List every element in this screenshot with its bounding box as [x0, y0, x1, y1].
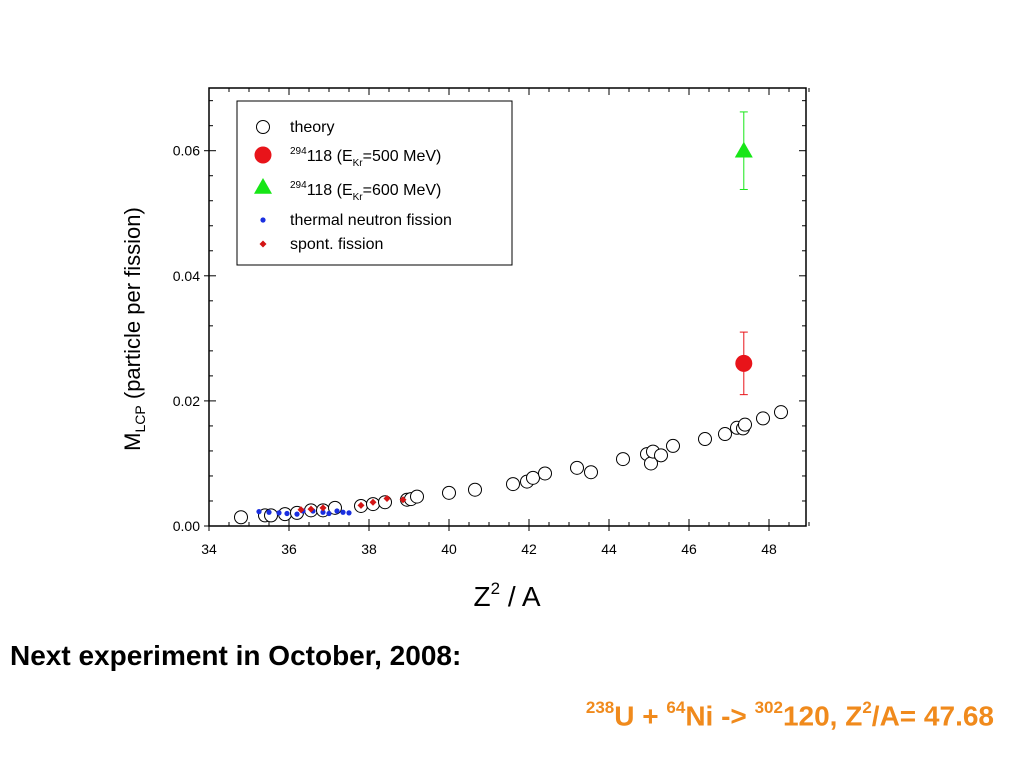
data-point-theory: [698, 432, 712, 447]
data-point-thermal: [256, 509, 262, 515]
data-point-thermal: [284, 510, 290, 517]
data-point-spont: [369, 498, 377, 506]
data-point-spont: [399, 496, 407, 504]
legend-spont: spont. fission: [290, 236, 383, 253]
data-point-theory: [526, 470, 540, 485]
data-point-spont: [307, 505, 315, 513]
legend-markers: [254, 120, 272, 248]
data-point-spont: [297, 506, 305, 514]
data-point-theory: [442, 485, 456, 500]
x-tick-label: 44: [601, 541, 617, 557]
z-power: 2: [862, 698, 872, 717]
data-point-thermal: [326, 510, 332, 517]
data-point-thermal: [266, 509, 272, 515]
tick-labels: 34 36 38 40 42 44 46 48 0.00 0.02 0.04 0.06: [173, 143, 777, 557]
y-tick-label: 0.02: [173, 393, 200, 409]
z2a-value: /A= 47.68: [871, 700, 994, 732]
data-point-thermal: [276, 510, 282, 516]
data-point-theory: [756, 411, 770, 426]
data-point-theory: [506, 477, 520, 492]
legend-marker-e500: [254, 146, 272, 164]
u-symbol: U +: [614, 700, 667, 732]
data-point-theory: [774, 405, 788, 420]
data-point-thermal: [340, 509, 346, 515]
data-point-thermal: [334, 508, 340, 514]
data-point-theory: [234, 510, 248, 525]
data-point-e500: [735, 354, 753, 372]
x-tick-label: 34: [201, 541, 217, 557]
product-text: 120, Z: [782, 700, 863, 732]
legend-box: [236, 100, 513, 266]
x-tick-label: 36: [281, 541, 297, 557]
y-tick-label: 0.04: [173, 268, 200, 284]
chart: 34 36 38 40 42 44 46 48 0.00 0.02 0.04 0.06 MLCP (p…: [120, 87, 810, 612]
y-tick-label: 0.00: [173, 518, 200, 534]
data-point-theory: [584, 465, 598, 480]
legend-e500: 294118 (EKr=500 MeV): [290, 146, 441, 169]
x-tick-label: 38: [361, 541, 377, 557]
x-tick-label: 48: [761, 541, 777, 557]
data-point-spont: [357, 501, 365, 509]
legend-marker-e600: [254, 178, 272, 194]
y-tick-label: 0.06: [173, 143, 200, 159]
x-tick-label: 42: [521, 541, 537, 557]
data-point-theory: [616, 452, 630, 467]
data-point-thermal: [346, 510, 352, 516]
data-point-theory: [718, 427, 732, 442]
x-tick-label: 46: [681, 541, 697, 557]
legend-marker-thermal: [260, 217, 266, 223]
data-point-theory: [738, 417, 752, 432]
data-point-thermal: [320, 509, 326, 515]
data-point-spont: [383, 494, 391, 502]
x-tick-label: 40: [441, 541, 457, 557]
product-mass: 302: [754, 698, 783, 717]
data-point-theory: [410, 489, 424, 504]
headline: Next experiment in October, 2008:: [10, 640, 462, 671]
legend-marker-spont: [259, 240, 267, 248]
data-point-theory: [468, 482, 482, 497]
ni-symbol: Ni ->: [685, 700, 755, 732]
legend-theory: theory: [290, 119, 334, 136]
reaction-equation: 238U + 64Ni -> 302120, Z2/A= 47.68: [585, 698, 994, 732]
axis-ticks: [204, 88, 810, 531]
data-point-theory: [666, 438, 680, 453]
y-axis-label: MLCP (particle per fission): [120, 207, 148, 451]
u-mass: 238: [585, 698, 615, 717]
x-axis-label: Z2 / A: [473, 579, 540, 612]
data-point-theory: [654, 448, 668, 463]
legend-e600: 294118 (EKr=600 MeV): [290, 180, 441, 203]
ni-mass: 64: [666, 698, 686, 717]
legend: theory 294118 (EKr=500 MeV) 294118 (EKr=…: [236, 100, 513, 266]
data-point-theory: [538, 466, 552, 481]
data-marks: [234, 111, 788, 525]
legend-marker-theory: [256, 120, 270, 134]
data-point-spont: [319, 504, 327, 512]
data-point-theory: [570, 460, 584, 475]
data-point-e600: [734, 141, 753, 158]
data-point-thermal: [294, 511, 300, 517]
plot-frame: [208, 87, 807, 527]
legend-thermal: thermal neutron fission: [290, 212, 452, 229]
